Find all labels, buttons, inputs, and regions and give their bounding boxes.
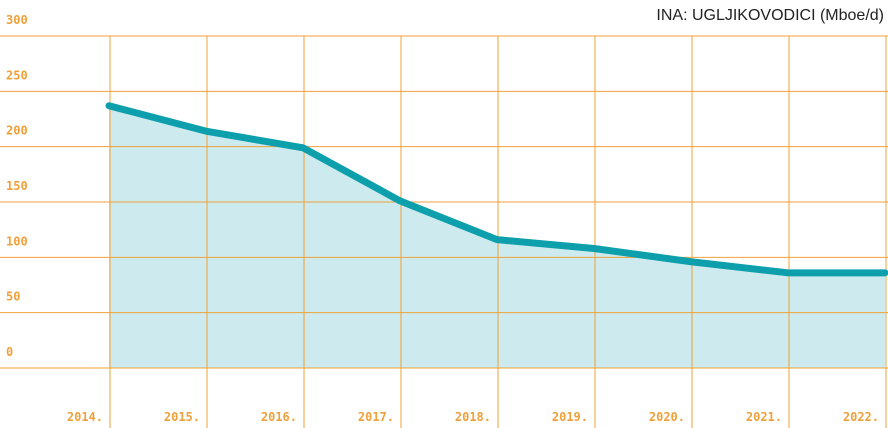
x-tick-label: 2017.: [358, 410, 394, 424]
y-tick-label: 250: [6, 68, 28, 82]
y-tick-label: 150: [6, 179, 28, 193]
x-tick-label: 2019.: [552, 410, 588, 424]
x-tick-label: 2015.: [164, 410, 200, 424]
x-tick-label: 2021.: [746, 410, 782, 424]
x-tick-label: 2018.: [455, 410, 491, 424]
y-tick-label: 300: [6, 13, 28, 27]
x-tick-label: 2020.: [649, 410, 685, 424]
x-tick-label: 2014.: [67, 410, 103, 424]
line: [105, 102, 888, 277]
chart-title: INA: UGLJIKOVODICI (Mboe/d): [656, 7, 884, 24]
x-tick-label: 2016.: [261, 410, 297, 424]
y-tick-label: 200: [6, 124, 28, 138]
y-tick-label: 0: [6, 345, 13, 359]
x-tick-label: 2022.: [843, 410, 879, 424]
y-tick-label: 100: [6, 234, 28, 248]
y-tick-label: 50: [6, 290, 20, 304]
area: [109, 105, 885, 368]
